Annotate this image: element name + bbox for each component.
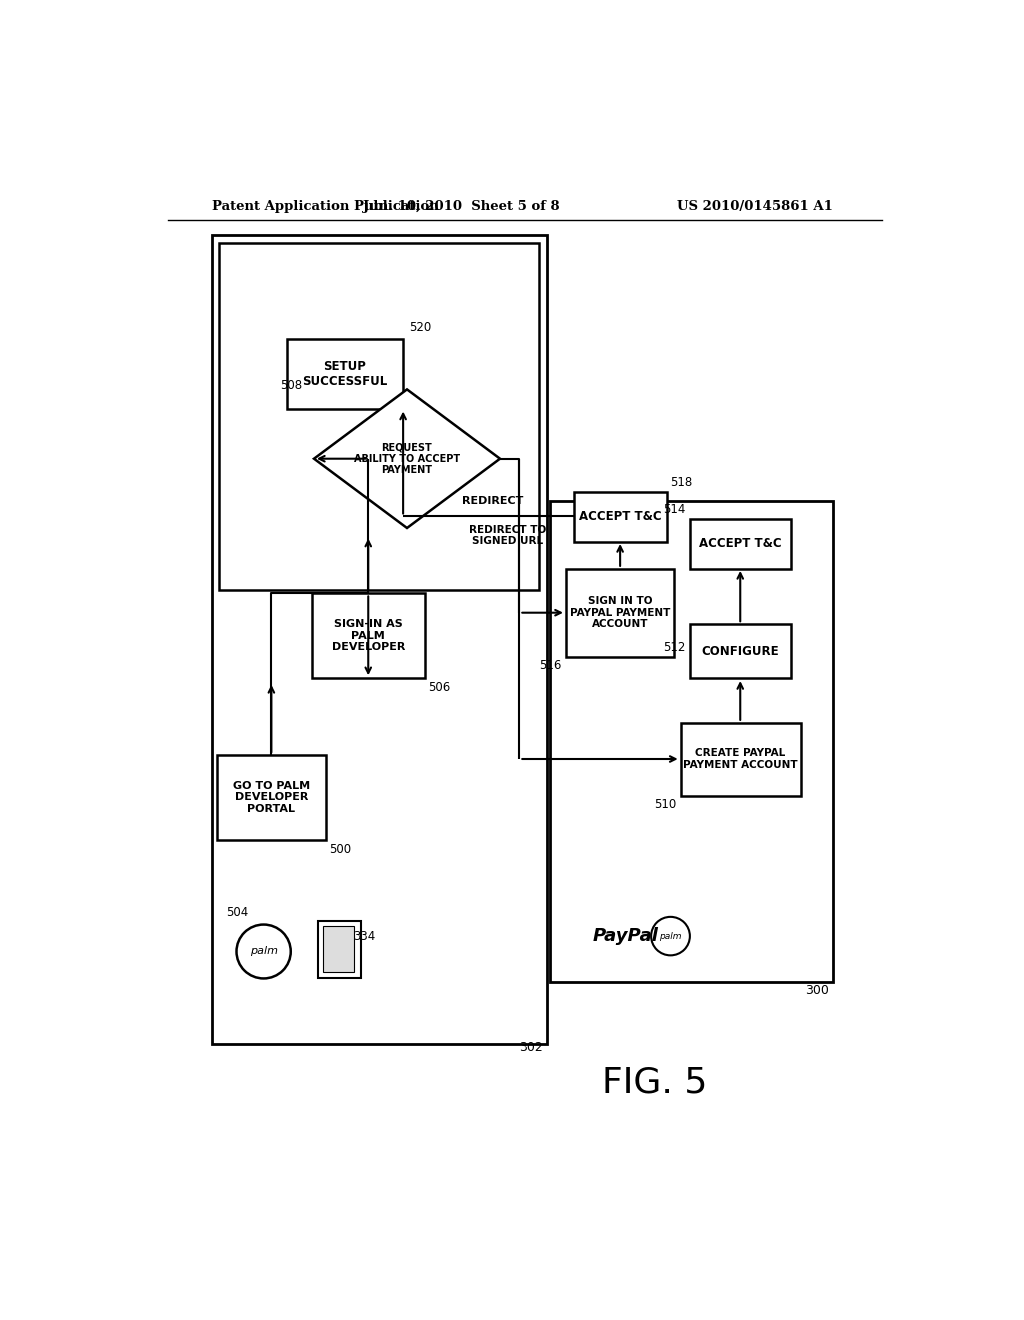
Bar <box>219 243 539 590</box>
Bar <box>550 502 834 982</box>
Text: 520: 520 <box>410 321 431 334</box>
Text: US 2010/0145861 A1: US 2010/0145861 A1 <box>677 199 834 213</box>
Bar <box>212 235 547 1044</box>
Text: 334: 334 <box>352 929 375 942</box>
Text: GO TO PALM
DEVELOPER
PORTAL: GO TO PALM DEVELOPER PORTAL <box>232 781 310 814</box>
Text: 300: 300 <box>806 983 829 997</box>
Polygon shape <box>314 389 500 528</box>
Bar <box>324 927 354 973</box>
Bar <box>217 755 326 840</box>
Bar <box>287 339 403 409</box>
Text: REDIRECT: REDIRECT <box>462 496 523 506</box>
Text: 514: 514 <box>664 503 686 516</box>
Text: palm: palm <box>659 932 682 941</box>
Text: 508: 508 <box>281 379 302 392</box>
Text: SIGN-IN AS
PALM
DEVELOPER: SIGN-IN AS PALM DEVELOPER <box>332 619 404 652</box>
Text: 510: 510 <box>654 797 677 810</box>
Text: REQUEST
ABILITY TO ACCEPT
PAYMENT: REQUEST ABILITY TO ACCEPT PAYMENT <box>354 442 460 475</box>
Bar <box>681 723 801 796</box>
Text: 506: 506 <box>428 681 451 694</box>
Text: REDIRECT TO
SIGNED URL: REDIRECT TO SIGNED URL <box>469 525 547 546</box>
Text: ACCEPT T&C: ACCEPT T&C <box>699 537 781 550</box>
Text: SIGN IN TO
PAYPAL PAYMENT
ACCOUNT: SIGN IN TO PAYPAL PAYMENT ACCOUNT <box>570 597 671 630</box>
Text: 302: 302 <box>519 1041 543 1055</box>
Bar <box>312 594 425 678</box>
Text: PayPal: PayPal <box>593 927 658 945</box>
Text: 500: 500 <box>330 842 351 855</box>
Bar <box>566 569 675 657</box>
Circle shape <box>651 917 690 956</box>
Text: 518: 518 <box>671 477 693 490</box>
Text: CONFIGURE: CONFIGURE <box>701 644 779 657</box>
Bar <box>690 624 791 678</box>
Bar <box>690 519 791 569</box>
Text: FIG. 5: FIG. 5 <box>602 1065 708 1100</box>
Text: 504: 504 <box>226 907 248 920</box>
Text: Patent Application Publication: Patent Application Publication <box>212 199 438 213</box>
Text: SETUP
SUCCESSFUL: SETUP SUCCESSFUL <box>302 360 388 388</box>
Text: 516: 516 <box>540 659 562 672</box>
Text: palm: palm <box>250 946 278 957</box>
Text: CREATE PAYPAL
PAYMENT ACCOUNT: CREATE PAYPAL PAYMENT ACCOUNT <box>683 748 798 770</box>
Bar <box>317 921 360 978</box>
Circle shape <box>237 924 291 978</box>
Text: 512: 512 <box>664 640 686 653</box>
Bar <box>573 492 667 541</box>
Text: ACCEPT T&C: ACCEPT T&C <box>579 510 662 523</box>
Text: Jun. 10, 2010  Sheet 5 of 8: Jun. 10, 2010 Sheet 5 of 8 <box>362 199 559 213</box>
